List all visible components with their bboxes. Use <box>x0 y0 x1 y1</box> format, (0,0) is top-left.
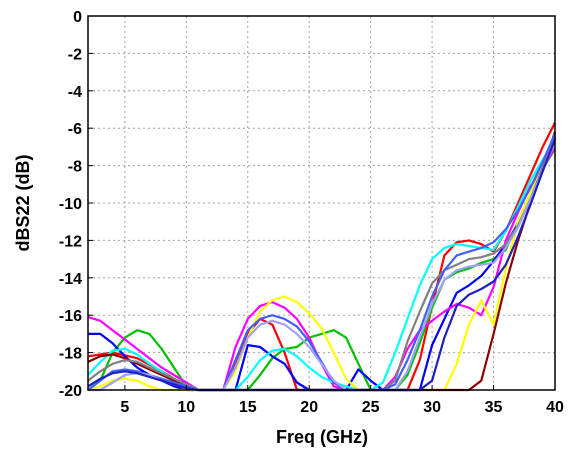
x-tick-label: 5 <box>120 399 129 416</box>
y-tick-label: -6 <box>68 121 82 138</box>
x-axis-tick-labels: 5 10 15 20 25 30 35 40 <box>120 399 564 416</box>
x-tick-label: 20 <box>300 399 318 416</box>
grid <box>88 16 555 390</box>
y-tick-label: -12 <box>59 233 82 250</box>
y-tick-label: -20 <box>59 383 82 400</box>
x-tick-label: 15 <box>239 399 257 416</box>
y-axis-title: dBS22 (dB) <box>13 154 33 251</box>
y-tick-label: -10 <box>59 196 82 213</box>
x-tick-label: 40 <box>546 399 564 416</box>
y-tick-label: -8 <box>68 159 82 176</box>
y-tick-label: 0 <box>73 9 82 26</box>
y-axis-tick-labels: 0 -2 -4 -6 -8 -10 -12 -14 -16 -18 -20 <box>59 9 82 400</box>
y-tick-label: -14 <box>59 271 82 288</box>
y-tick-label: -2 <box>68 46 82 63</box>
x-axis-title: Freq (GHz) <box>276 427 368 447</box>
x-tick-label: 35 <box>485 399 503 416</box>
x-tick-label: 10 <box>177 399 195 416</box>
y-tick-label: -16 <box>59 308 82 325</box>
tick-marks <box>88 15 556 391</box>
x-tick-label: 25 <box>362 399 380 416</box>
x-tick-label: 30 <box>423 399 441 416</box>
series-line-9 <box>87 133 557 392</box>
y-tick-label: -4 <box>68 84 82 101</box>
y-tick-label: -18 <box>59 346 82 363</box>
